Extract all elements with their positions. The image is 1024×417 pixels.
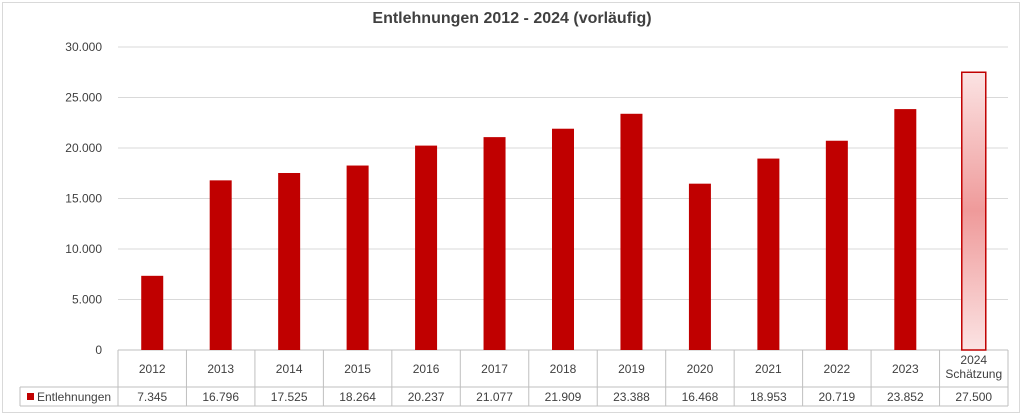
data-value: 21.077: [476, 390, 513, 404]
bar: [552, 128, 574, 350]
chart-title: Entlehnungen 2012 - 2024 (vorläufig): [372, 10, 652, 27]
y-tick-label: 15.000: [65, 192, 102, 206]
bar: [894, 109, 917, 350]
x-tick-label: 2022: [823, 362, 850, 376]
bar: [415, 145, 438, 350]
y-tick-label: 10.000: [65, 242, 102, 256]
bar: [346, 165, 369, 350]
y-tick-label: 25.000: [65, 91, 102, 105]
x-tick-label: 2024: [960, 353, 987, 367]
data-value: 18.264: [339, 390, 376, 404]
x-tick-label: 2021: [755, 362, 782, 376]
x-tick-label: 2020: [687, 362, 714, 376]
x-tick-label: 2017: [481, 362, 508, 376]
data-value: 18.953: [750, 390, 787, 404]
data-value: 27.500: [955, 390, 992, 404]
legend-label: Entlehnungen: [37, 390, 111, 404]
x-tick-label: Schätzung: [945, 367, 1002, 381]
legend-swatch: [27, 393, 34, 400]
x-tick-label: 2016: [413, 362, 440, 376]
data-value: 17.525: [271, 390, 308, 404]
data-value: 20.237: [408, 390, 445, 404]
y-tick-label: 5.000: [72, 293, 102, 307]
x-tick-label: 2014: [276, 362, 303, 376]
data-value: 20.719: [818, 390, 855, 404]
y-tick-label: 0: [95, 343, 102, 357]
y-tick-label: 30.000: [65, 40, 102, 54]
bar-estimate: [961, 71, 987, 351]
x-tick-label: 2015: [344, 362, 371, 376]
bar: [209, 180, 232, 350]
data-value: 7.345: [137, 390, 167, 404]
bar: [278, 172, 301, 350]
data-value: 21.909: [545, 390, 582, 404]
bar: [620, 113, 643, 351]
bar: [757, 158, 780, 350]
data-value: 16.468: [682, 390, 719, 404]
bar: [825, 140, 848, 350]
data-value: 16.796: [202, 390, 239, 404]
y-tick-label: 20.000: [65, 141, 102, 155]
x-tick-label: 2012: [139, 362, 166, 376]
bar: [688, 183, 711, 350]
data-value: 23.852: [887, 390, 924, 404]
x-tick-label: 2019: [618, 362, 645, 376]
x-tick-label: 2023: [892, 362, 919, 376]
x-tick-label: 2018: [550, 362, 577, 376]
data-value: 23.388: [613, 390, 650, 404]
x-tick-label: 2013: [207, 362, 234, 376]
bar: [483, 137, 506, 350]
chart-frame: [2, 2, 1020, 413]
bar: [141, 275, 164, 350]
